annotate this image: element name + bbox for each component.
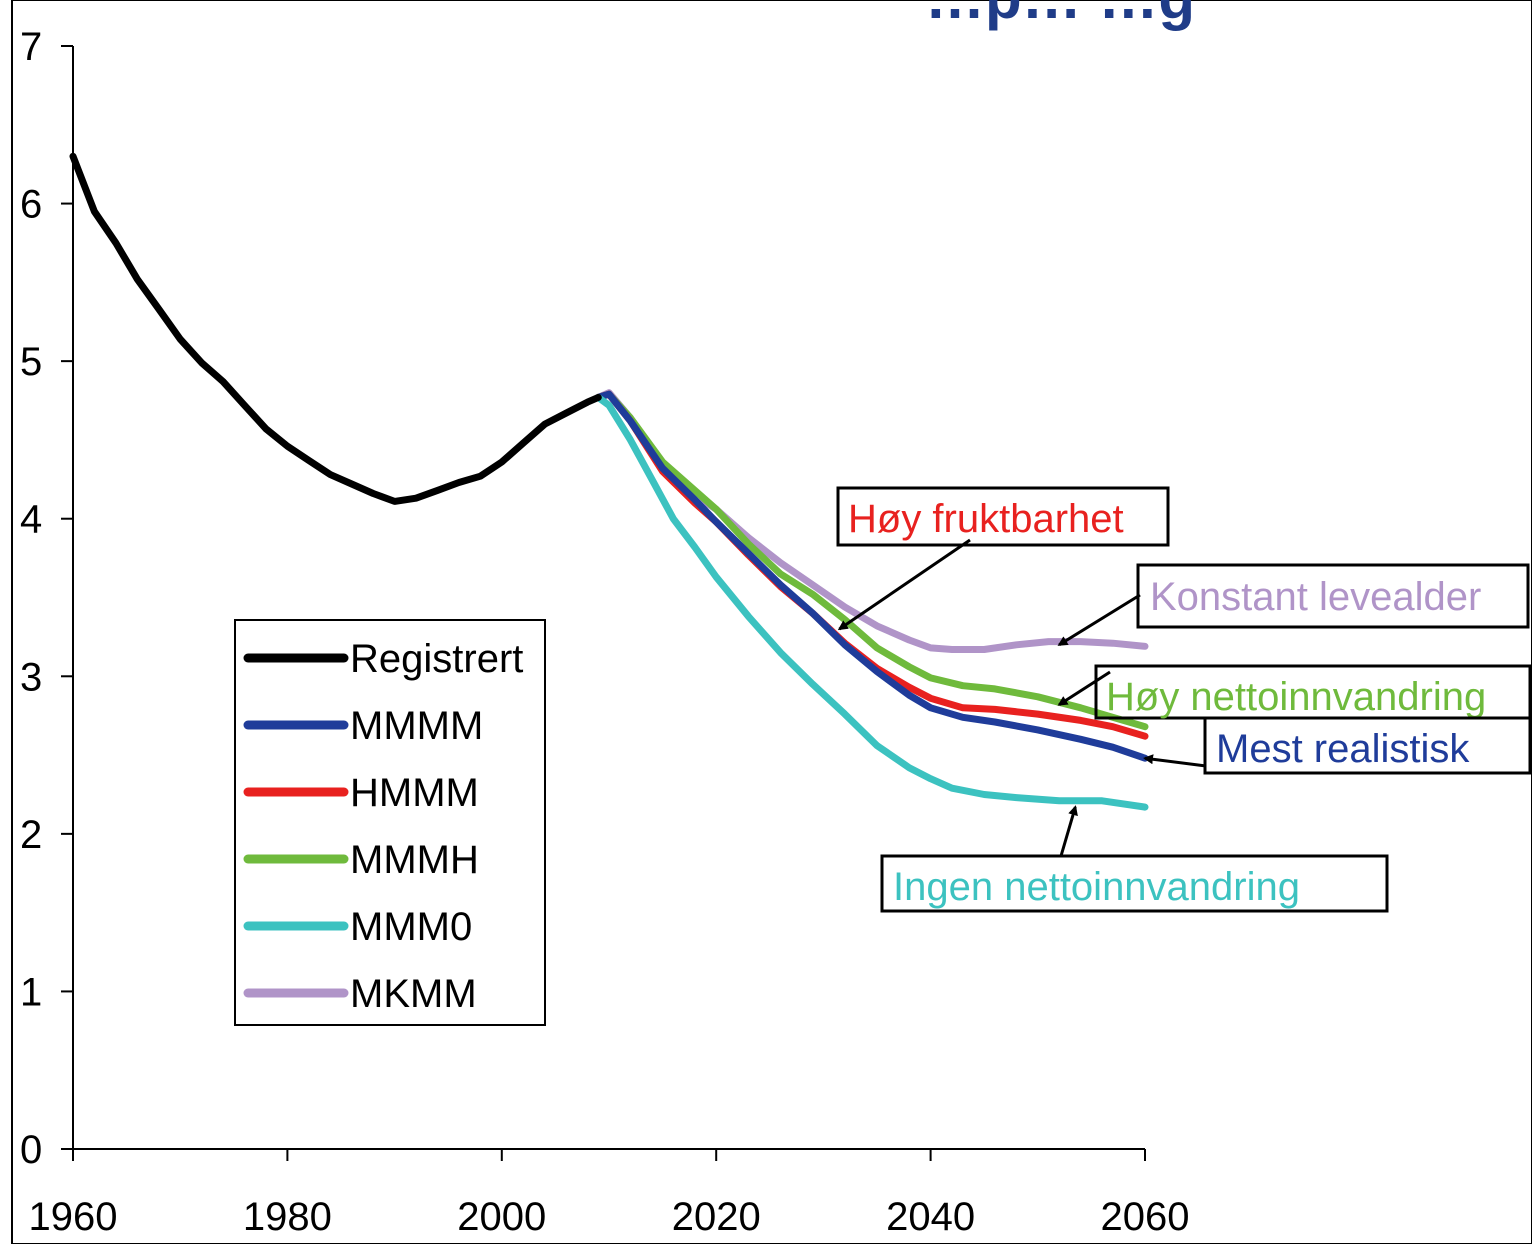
x-tick-label: 1960 — [29, 1195, 118, 1239]
legend-item: HMMM — [243, 771, 479, 815]
x-tick-label: 2020 — [672, 1195, 761, 1239]
legend-label: MMMH — [350, 838, 479, 882]
legend-item: MMMH — [243, 838, 479, 882]
callout-hoy-nettoinnvandring: Høy nettoinnvandring — [1057, 664, 1532, 720]
callout-box — [836, 486, 1170, 547]
y-tick-label: 2 — [20, 813, 42, 857]
callout-label: Høy fruktbarhet — [848, 497, 1124, 541]
legend-label: MMMM — [350, 704, 483, 748]
y-tick-label: 5 — [20, 340, 42, 384]
legend-label: HMMM — [350, 771, 479, 815]
callout-mest-realistisk: Mest realistisk — [1143, 716, 1532, 775]
legend-box — [234, 619, 546, 1026]
legend-label: MKMM — [350, 972, 477, 1016]
callout-konstant-levealder: Konstant levealder — [1057, 563, 1530, 647]
legend-label: Registrert — [350, 637, 523, 681]
y-tick-label: 6 — [20, 183, 42, 227]
callout-label: Konstant levealder — [1150, 575, 1481, 619]
series-line-mmm0 — [594, 393, 1149, 811]
x-tick-label: 2060 — [1101, 1195, 1190, 1239]
legend-label: MMM0 — [350, 905, 472, 949]
series-line-registrert — [69, 152, 602, 505]
y-tick-label: 1 — [20, 970, 42, 1014]
y-tick-label: 4 — [20, 498, 42, 542]
series-line-hmmm — [594, 390, 1149, 740]
callout-arrow — [1057, 670, 1111, 706]
callout-box — [1203, 716, 1532, 775]
callout-label: Mest realistisk — [1216, 727, 1470, 771]
callout-ingen-nettoinnvandring: Ingen nettoinnvandring — [880, 805, 1389, 913]
chart-title: …p… …g — [925, 0, 1195, 31]
x-tick-label: 1980 — [243, 1195, 332, 1239]
x-tick-label: 2040 — [886, 1195, 975, 1239]
callout-arrow — [837, 538, 971, 631]
series-line-mmmm — [594, 390, 1149, 762]
legend-item: MKMM — [243, 972, 477, 1016]
y-tick-label: 7 — [20, 25, 42, 69]
callout-arrow — [1059, 805, 1078, 857]
callout-label: Høy nettoinnvandring — [1106, 675, 1486, 719]
callout-arrow — [1143, 754, 1207, 768]
legend-item: MMM0 — [243, 905, 472, 949]
legend-item: Registrert — [243, 637, 523, 681]
callout-box — [1136, 563, 1530, 629]
callout-box — [880, 854, 1389, 913]
callout-arrow — [1057, 593, 1141, 647]
y-tick-label: 0 — [20, 1128, 42, 1172]
x-tick-label: 2000 — [457, 1195, 546, 1239]
callout-hoy-fruktbarhet: Høy fruktbarhet — [836, 486, 1170, 631]
series-line-mmmh — [594, 390, 1149, 731]
legend-item: MMMM — [243, 704, 483, 748]
legend: Registrert MMMM HMMM MMMH MMM0 MKMM — [234, 619, 546, 1026]
callout-label: Ingen nettoinnvandring — [893, 865, 1300, 909]
chart-frame — [11, 0, 1532, 1244]
y-tick-label: 3 — [20, 655, 42, 699]
